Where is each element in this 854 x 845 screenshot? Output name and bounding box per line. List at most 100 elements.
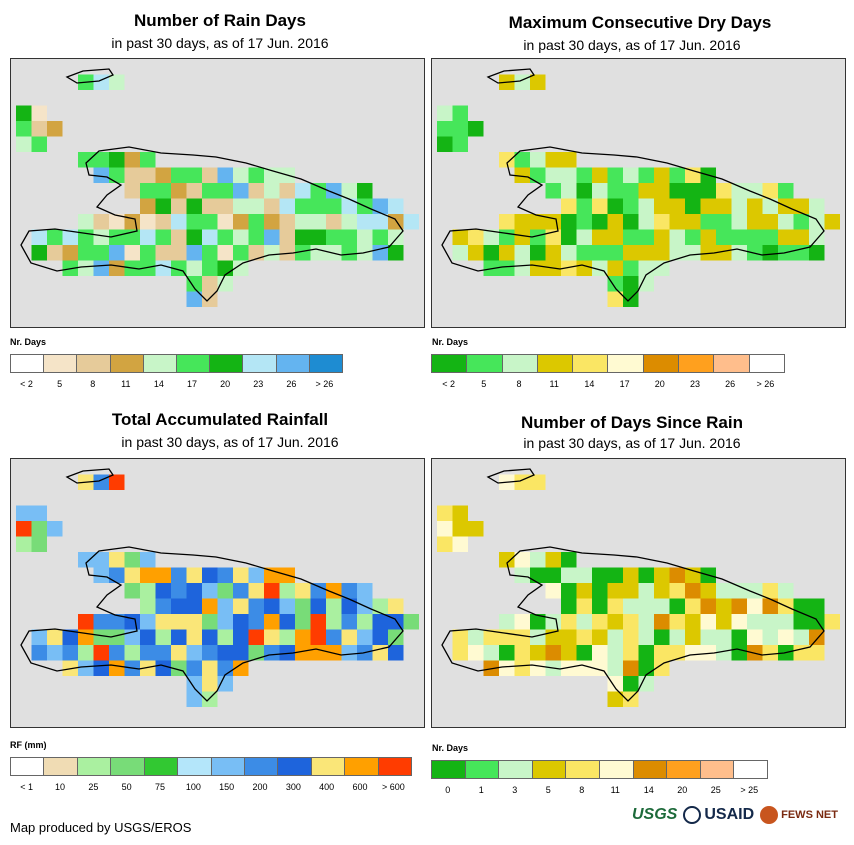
raster-cell	[16, 136, 32, 152]
raster-cell	[809, 598, 825, 614]
raster-cell	[124, 614, 140, 630]
raster-grid	[16, 468, 419, 707]
raster-cell	[155, 214, 171, 230]
raster-cell	[372, 614, 388, 630]
raster-cell	[778, 183, 794, 199]
raster-cell	[731, 245, 747, 261]
raster-cell	[47, 629, 63, 645]
raster-cell	[592, 245, 608, 261]
raster-cell	[592, 567, 608, 583]
raster-cell	[514, 474, 530, 490]
raster-cell	[762, 645, 778, 661]
raster-cell	[186, 676, 202, 692]
legend-swatch	[499, 761, 533, 778]
legend-swatch	[599, 761, 634, 778]
raster-cell	[47, 521, 63, 537]
raster-cell	[607, 214, 623, 230]
raster-cell	[793, 598, 809, 614]
raster-cell	[155, 167, 171, 183]
legend-swatch	[178, 758, 212, 775]
raster-cell	[576, 245, 592, 261]
legend-swatch	[467, 355, 503, 372]
raster-cell	[514, 552, 530, 568]
raster-cell	[155, 645, 171, 661]
raster-cell	[731, 583, 747, 599]
raster-cell	[576, 229, 592, 245]
raster-cell	[202, 629, 218, 645]
legend-swatch	[244, 758, 279, 775]
raster-cell	[31, 505, 47, 521]
raster-cell	[762, 183, 778, 199]
raster-cell	[202, 614, 218, 630]
raster-cell	[716, 229, 732, 245]
raster-cell	[561, 183, 577, 199]
raster-cell	[778, 614, 794, 630]
legend-swatch	[177, 355, 211, 372]
raster-cell	[607, 229, 623, 245]
raster-cell	[248, 614, 264, 630]
panel-2-map	[431, 58, 846, 328]
raster-cell	[109, 645, 125, 661]
raster-cell	[561, 229, 577, 245]
raster-cell	[31, 105, 47, 121]
raster-cell	[264, 614, 280, 630]
raster-cell	[638, 198, 654, 214]
raster-cell	[124, 552, 140, 568]
legend-swatch	[378, 758, 412, 775]
raster-cell	[545, 567, 561, 583]
raster-cell	[530, 152, 546, 168]
legend-swatch	[311, 758, 346, 775]
raster-cell	[295, 598, 311, 614]
raster-cell	[326, 229, 342, 245]
raster-cell	[530, 74, 546, 90]
raster-cell	[638, 245, 654, 261]
raster-cell	[171, 567, 187, 583]
raster-cell	[623, 691, 639, 707]
raster-cell	[607, 629, 623, 645]
raster-cell	[155, 598, 171, 614]
raster-cell	[109, 614, 125, 630]
raster-cell	[93, 660, 109, 676]
raster-cell	[171, 614, 187, 630]
raster-cell	[530, 245, 546, 261]
raster-cell	[685, 598, 701, 614]
raster-cell	[499, 660, 515, 676]
panel-2-legend-title: Nr. Days	[432, 337, 469, 347]
legend-swatch	[243, 355, 277, 372]
raster-cell	[514, 229, 530, 245]
raster-cell	[31, 229, 47, 245]
raster-cell	[669, 198, 685, 214]
raster-cell	[217, 245, 233, 261]
legend-swatch	[573, 355, 609, 372]
raster-cell	[669, 614, 685, 630]
raster-cell	[437, 105, 453, 121]
raster-cell	[576, 198, 592, 214]
raster-cell	[93, 552, 109, 568]
raster-cell	[78, 229, 94, 245]
raster-cell	[403, 214, 419, 230]
raster-cell	[171, 583, 187, 599]
raster-cell	[388, 229, 404, 245]
raster-cell	[93, 245, 109, 261]
raster-cell	[217, 229, 233, 245]
usaid-seal-icon	[683, 806, 702, 824]
legend-label: 8	[579, 785, 585, 795]
panel-1-legend-bar	[10, 354, 343, 373]
raster-cell	[809, 229, 825, 245]
raster-cell	[93, 629, 109, 645]
island-outline	[20, 546, 404, 702]
raster-cell	[762, 614, 778, 630]
raster-cell	[78, 660, 94, 676]
tortuga-outline	[65, 468, 114, 484]
raster-cell	[793, 629, 809, 645]
raster-cell	[514, 645, 530, 661]
panel-1-title: Number of Rain Days	[134, 11, 306, 30]
raster-cell	[78, 214, 94, 230]
raster-cell	[217, 198, 233, 214]
panel-3-map	[10, 458, 425, 728]
raster-cell	[592, 645, 608, 661]
raster-cell	[700, 214, 716, 230]
raster-cell	[468, 521, 484, 537]
raster-cell	[809, 245, 825, 261]
raster-cell	[592, 229, 608, 245]
